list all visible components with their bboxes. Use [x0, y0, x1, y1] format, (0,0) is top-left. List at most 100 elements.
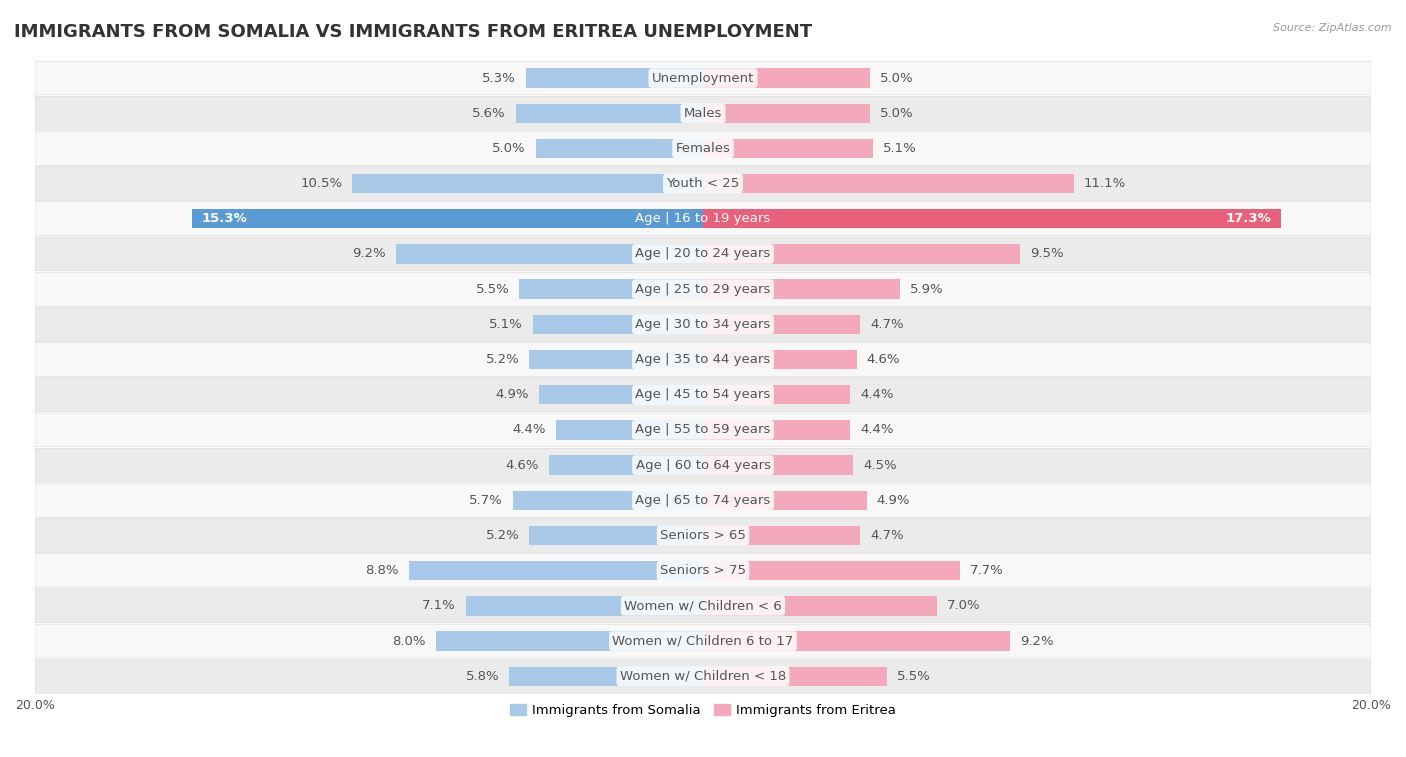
Text: 5.0%: 5.0% [880, 71, 914, 85]
FancyBboxPatch shape [35, 519, 1371, 553]
Text: 8.0%: 8.0% [392, 634, 426, 647]
Bar [540, 385, 703, 404]
Bar [703, 350, 856, 369]
Text: 7.7%: 7.7% [970, 564, 1004, 577]
Text: 5.6%: 5.6% [472, 107, 506, 120]
Bar [353, 174, 703, 193]
Text: 5.8%: 5.8% [465, 670, 499, 683]
Bar [703, 104, 870, 123]
Text: Age | 30 to 34 years: Age | 30 to 34 years [636, 318, 770, 331]
Text: 4.9%: 4.9% [877, 494, 910, 506]
Text: Age | 65 to 74 years: Age | 65 to 74 years [636, 494, 770, 506]
Bar [703, 68, 870, 88]
Bar [703, 245, 1021, 263]
Text: 5.2%: 5.2% [485, 353, 519, 366]
Bar [529, 350, 703, 369]
Text: Age | 45 to 54 years: Age | 45 to 54 years [636, 388, 770, 401]
Bar [395, 245, 703, 263]
Bar [550, 456, 703, 475]
Text: Age | 20 to 24 years: Age | 20 to 24 years [636, 248, 770, 260]
Text: Women w/ Children < 6: Women w/ Children < 6 [624, 600, 782, 612]
Text: Women w/ Children < 18: Women w/ Children < 18 [620, 670, 786, 683]
Text: Seniors > 65: Seniors > 65 [659, 529, 747, 542]
Bar [519, 279, 703, 299]
Text: Age | 55 to 59 years: Age | 55 to 59 years [636, 423, 770, 436]
Bar [193, 209, 703, 229]
Bar [703, 631, 1011, 651]
Bar [703, 385, 851, 404]
Text: Unemployment: Unemployment [652, 71, 754, 85]
Text: 7.1%: 7.1% [422, 600, 456, 612]
Text: 5.5%: 5.5% [475, 282, 509, 296]
FancyBboxPatch shape [35, 343, 1371, 376]
Bar [703, 456, 853, 475]
Text: Women w/ Children 6 to 17: Women w/ Children 6 to 17 [613, 634, 793, 647]
FancyBboxPatch shape [35, 202, 1371, 235]
Text: Age | 25 to 29 years: Age | 25 to 29 years [636, 282, 770, 296]
Text: 4.6%: 4.6% [866, 353, 900, 366]
Bar [703, 420, 851, 440]
Bar [703, 667, 887, 686]
Bar [409, 561, 703, 581]
Text: 11.1%: 11.1% [1084, 177, 1126, 190]
Bar [703, 491, 866, 510]
Text: Age | 60 to 64 years: Age | 60 to 64 years [636, 459, 770, 472]
FancyBboxPatch shape [35, 484, 1371, 517]
Bar [513, 491, 703, 510]
Bar [509, 667, 703, 686]
Bar [516, 104, 703, 123]
Text: 5.1%: 5.1% [883, 142, 917, 155]
Bar [703, 139, 873, 158]
Text: 4.4%: 4.4% [860, 423, 893, 436]
Text: 15.3%: 15.3% [202, 212, 247, 226]
FancyBboxPatch shape [35, 448, 1371, 482]
Text: 10.5%: 10.5% [299, 177, 342, 190]
Bar [703, 209, 1281, 229]
Text: Source: ZipAtlas.com: Source: ZipAtlas.com [1274, 23, 1392, 33]
Bar [555, 420, 703, 440]
Text: Age | 35 to 44 years: Age | 35 to 44 years [636, 353, 770, 366]
FancyBboxPatch shape [35, 96, 1371, 130]
FancyBboxPatch shape [35, 61, 1371, 95]
Text: 9.2%: 9.2% [1021, 634, 1054, 647]
Text: 5.2%: 5.2% [485, 529, 519, 542]
Text: 5.1%: 5.1% [489, 318, 523, 331]
FancyBboxPatch shape [35, 378, 1371, 412]
Text: 4.7%: 4.7% [870, 318, 904, 331]
Text: 8.8%: 8.8% [366, 564, 399, 577]
FancyBboxPatch shape [35, 659, 1371, 693]
FancyBboxPatch shape [35, 589, 1371, 623]
Bar [436, 631, 703, 651]
Text: Females: Females [675, 142, 731, 155]
Text: 4.9%: 4.9% [496, 388, 529, 401]
FancyBboxPatch shape [35, 413, 1371, 447]
Bar [703, 279, 900, 299]
Text: 4.7%: 4.7% [870, 529, 904, 542]
Legend: Immigrants from Somalia, Immigrants from Eritrea: Immigrants from Somalia, Immigrants from… [505, 699, 901, 722]
FancyBboxPatch shape [35, 132, 1371, 165]
Text: Youth < 25: Youth < 25 [666, 177, 740, 190]
Bar [703, 526, 860, 545]
Bar [536, 139, 703, 158]
Text: 5.7%: 5.7% [468, 494, 502, 506]
Text: 5.0%: 5.0% [880, 107, 914, 120]
Bar [529, 526, 703, 545]
Text: 4.4%: 4.4% [860, 388, 893, 401]
Text: 5.0%: 5.0% [492, 142, 526, 155]
Text: 9.2%: 9.2% [352, 248, 385, 260]
FancyBboxPatch shape [35, 237, 1371, 271]
Text: 5.5%: 5.5% [897, 670, 931, 683]
Bar [703, 597, 936, 615]
Text: Seniors > 75: Seniors > 75 [659, 564, 747, 577]
FancyBboxPatch shape [35, 273, 1371, 306]
Text: Males: Males [683, 107, 723, 120]
Text: 7.0%: 7.0% [946, 600, 980, 612]
FancyBboxPatch shape [35, 307, 1371, 341]
FancyBboxPatch shape [35, 167, 1371, 201]
Text: 5.3%: 5.3% [482, 71, 516, 85]
Text: 4.4%: 4.4% [513, 423, 546, 436]
Text: 4.5%: 4.5% [863, 459, 897, 472]
Bar [526, 68, 703, 88]
Bar [703, 315, 860, 334]
Text: Age | 16 to 19 years: Age | 16 to 19 years [636, 212, 770, 226]
